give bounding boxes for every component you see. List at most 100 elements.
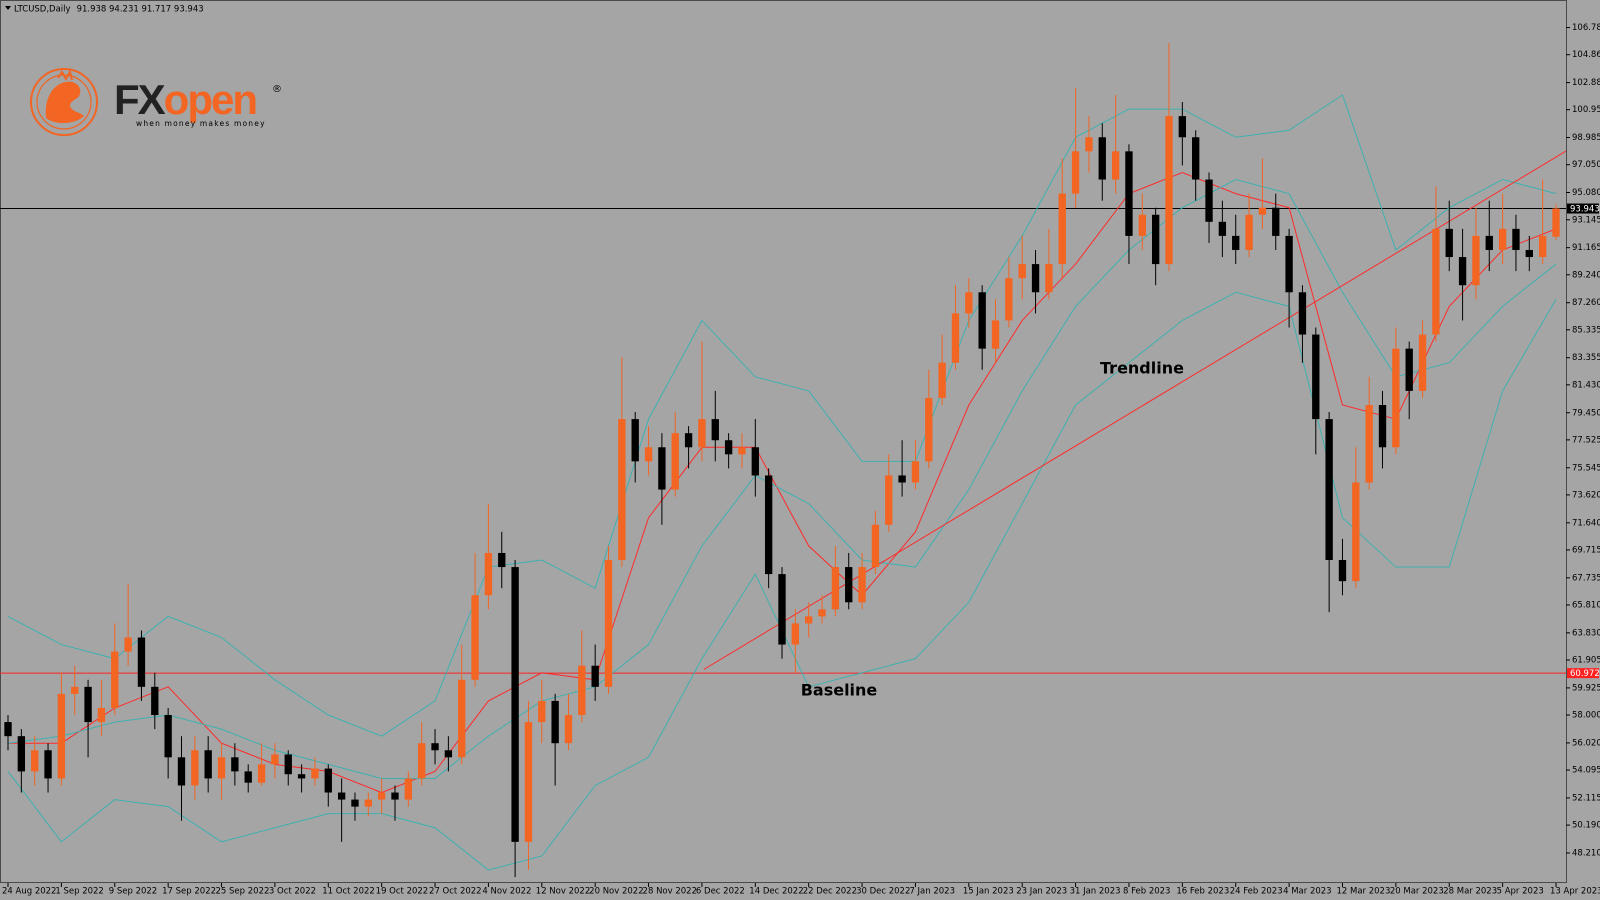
y-tick-label: 91.165 xyxy=(1572,243,1600,253)
y-tick-label: 93.145 xyxy=(1572,215,1600,225)
candle-body xyxy=(1258,207,1267,215)
candle-body xyxy=(137,637,146,687)
x-tick-label: 31 Jan 2023 xyxy=(1070,887,1121,897)
y-tick-label: 50.190 xyxy=(1572,821,1600,831)
candle-body xyxy=(978,292,986,349)
x-tick-label: 4 Mar 2023 xyxy=(1283,887,1331,897)
candle-body xyxy=(498,552,506,568)
logo-tagline: when money makes money xyxy=(136,119,266,128)
candle-body xyxy=(1498,228,1507,250)
price-marker xyxy=(1567,668,1599,679)
x-tick-label: 28 Nov 2022 xyxy=(643,887,697,897)
candle-body xyxy=(244,771,252,783)
candle-body xyxy=(177,757,186,786)
y-tick-label: 67.735 xyxy=(1572,573,1600,583)
candle-body xyxy=(1298,292,1307,335)
candle-body xyxy=(1378,405,1387,448)
candle-body xyxy=(764,475,773,575)
x-tick-label: 20 Mar 2023 xyxy=(1390,887,1444,897)
candle-body xyxy=(151,686,159,716)
candle-body xyxy=(71,686,79,694)
y-tick-label: 61.905 xyxy=(1572,655,1600,665)
candle-body xyxy=(778,574,786,645)
x-tick-label: 15 Jan 2023 xyxy=(963,887,1014,897)
x-tick-label: 20 Nov 2022 xyxy=(589,887,643,897)
candle-body xyxy=(1071,151,1080,194)
logo-emblem xyxy=(45,81,84,124)
candle-body xyxy=(111,651,119,708)
candle-body xyxy=(1018,264,1026,279)
candle-body xyxy=(885,475,893,525)
annotation: Trendline xyxy=(1100,359,1184,378)
y-tick-label: 83.355 xyxy=(1572,353,1600,363)
y-tick-label: 102.880 xyxy=(1572,78,1600,88)
y-tick-label: 104.860 xyxy=(1572,50,1600,60)
candle-body xyxy=(458,679,466,758)
candle-body xyxy=(57,693,66,779)
candle-body xyxy=(1125,151,1133,236)
candle-body xyxy=(591,665,599,687)
candle-body xyxy=(1538,235,1547,258)
candle-body xyxy=(1365,405,1373,483)
x-tick-label: 7 Jan 2023 xyxy=(909,887,955,897)
candle-body xyxy=(791,623,800,645)
x-tick-label: 23 Jan 2023 xyxy=(1016,887,1067,897)
candle-body xyxy=(858,567,866,603)
candle-body xyxy=(738,447,746,455)
candle-body xyxy=(1392,348,1400,448)
x-tick-label: 8 Feb 2023 xyxy=(1123,887,1171,897)
x-tick-label: 28 Mar 2023 xyxy=(1443,887,1497,897)
candle-body xyxy=(831,567,840,610)
candle-body xyxy=(1245,214,1253,250)
candle-body xyxy=(97,707,106,723)
candle-body xyxy=(1458,257,1467,286)
candle-body xyxy=(364,799,372,807)
candle-body xyxy=(391,792,399,800)
candle-body xyxy=(1165,116,1173,265)
candle-body xyxy=(1005,278,1013,321)
candle-body xyxy=(471,595,479,680)
candle-body xyxy=(1232,235,1240,250)
candle-body xyxy=(1525,249,1533,258)
y-tick-label: 95.080 xyxy=(1572,188,1600,198)
candle-body xyxy=(1031,264,1040,293)
candle-body xyxy=(938,362,946,398)
candle-body xyxy=(991,320,1000,349)
candle-body xyxy=(1205,179,1213,222)
candle-body xyxy=(845,567,853,603)
y-tick-label: 73.620 xyxy=(1572,490,1600,500)
candle-body xyxy=(871,524,880,568)
candle-body xyxy=(84,686,92,723)
candle-body xyxy=(284,754,292,775)
y-tick-label: 77.525 xyxy=(1572,435,1600,445)
candle-body xyxy=(604,560,613,687)
candle-body xyxy=(431,743,439,751)
candle-body xyxy=(164,715,172,758)
candle-body xyxy=(1512,228,1520,250)
annotation: Baseline xyxy=(801,681,878,700)
x-tick-label: 6 Dec 2022 xyxy=(696,887,745,897)
x-tick-label: 17 Sep 2022 xyxy=(162,887,216,897)
indicator-line xyxy=(7,94,1557,737)
candle-body xyxy=(324,768,332,793)
candle-body xyxy=(257,764,266,783)
candle-body xyxy=(511,567,519,842)
candle-body xyxy=(911,461,920,483)
price-marker-label: 93.943 xyxy=(1570,205,1600,215)
candle-body xyxy=(1151,214,1160,265)
candle-body xyxy=(1418,334,1427,391)
y-tick-label: 65.810 xyxy=(1572,600,1600,610)
y-tick-label: 85.335 xyxy=(1572,325,1600,335)
candle-body xyxy=(751,447,759,476)
y-tick-label: 69.715 xyxy=(1572,545,1600,555)
x-tick-label: 19 Oct 2022 xyxy=(376,887,429,897)
candle-body xyxy=(711,419,719,441)
y-tick-label: 106.785 xyxy=(1572,23,1600,33)
candle-body xyxy=(1058,193,1066,265)
candle-body xyxy=(311,768,319,779)
candle-body xyxy=(17,736,26,772)
candle-body xyxy=(1138,214,1146,236)
x-tick-label: 5 Apr 2023 xyxy=(1497,887,1544,897)
candle-body xyxy=(1218,221,1227,236)
